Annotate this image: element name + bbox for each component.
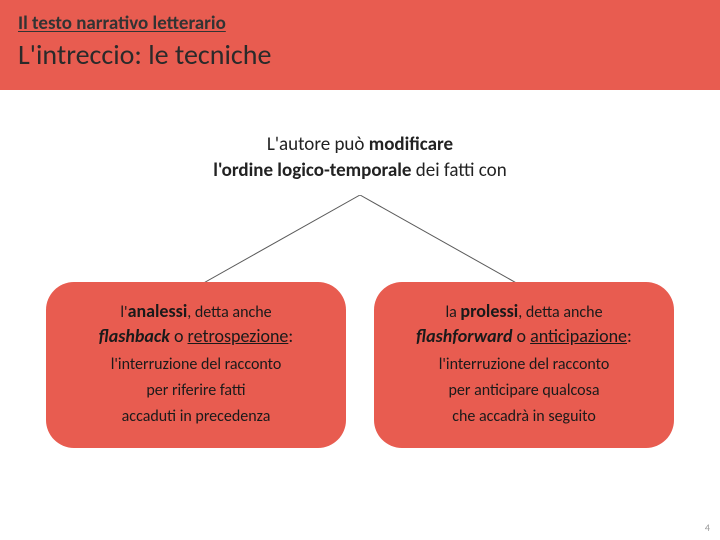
t2-under: retrospezione [188,325,289,347]
t2-mid: o [170,325,188,347]
t2-end: : [288,325,293,347]
card-analessi-body3: accaduti in precedenza [66,407,326,427]
t2-italic: flashback [99,325,170,347]
t1-bold: analessi [128,300,188,322]
t2-under: anticipazione [530,325,627,347]
intro-text: L'autore può modificare l'ordine logico-… [0,132,720,183]
card-prolessi-body2: per anticipare qualcosa [394,381,654,401]
connector-lines [180,195,540,285]
t1-pre: la [445,303,460,322]
t2-end: : [627,325,632,347]
intro-line1-bold: modificare [369,133,453,156]
intro-line1-pre: L'autore può [267,133,369,156]
intro-line2-bold: ordine logico-temporale [222,159,412,182]
card-analessi-term1: l'analessi, detta anche [66,300,326,323]
t2-mid: o [512,325,530,347]
t1-bold: prolessi [460,300,518,322]
card-prolessi-term1: la prolessi, detta anche [394,300,654,323]
card-analessi-term2: flashback o retrospezione: [66,325,326,348]
card-analessi-body1: l'interruzione del racconto [66,355,326,375]
page-title: L'intreccio: le tecniche [18,37,702,72]
t1-post: , detta anche [518,303,602,322]
card-prolessi: la prolessi, detta anche flashforward o … [374,282,674,448]
cards-row: l'analessi, detta anche flashback o retr… [0,282,720,448]
card-prolessi-body3: che accadrà in seguito [394,407,654,427]
t2-italic: flashforward [416,325,512,347]
t1-pre: l' [120,303,127,322]
page-number: 4 [705,521,710,534]
card-analessi: l'analessi, detta anche flashback o retr… [46,282,346,448]
card-prolessi-body1: l'interruzione del racconto [394,355,654,375]
intro-line2-pre: l' [213,159,221,182]
supertitle: Il testo narrativo letterario [18,12,702,35]
header-banner: Il testo narrativo letterario L'intrecci… [0,0,720,90]
t1-post: , detta anche [187,303,271,322]
intro-line2-post: dei fatti con [412,159,507,182]
card-prolessi-term2: flashforward o anticipazione: [394,325,654,348]
card-analessi-body2: per riferire fatti [66,381,326,401]
